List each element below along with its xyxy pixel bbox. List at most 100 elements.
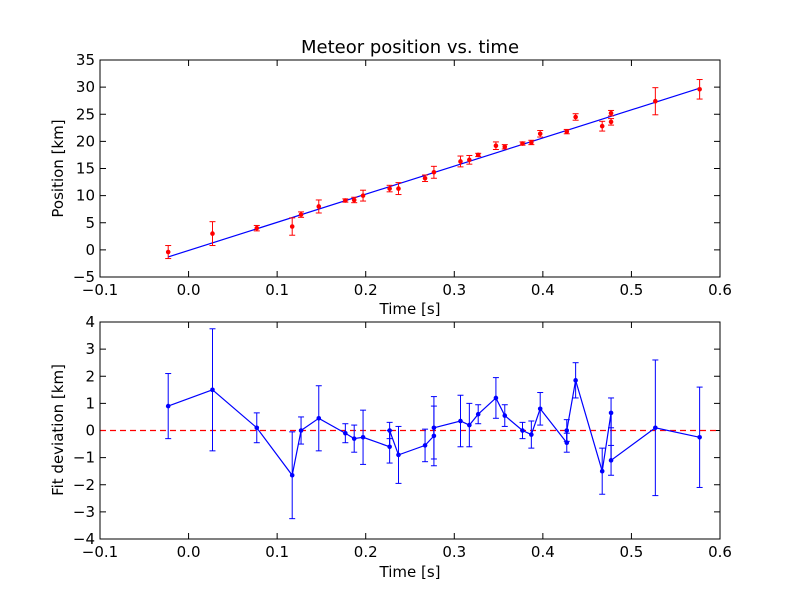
data-point (254, 225, 260, 231)
bottom-x-axis-label: Time [s] (379, 563, 441, 581)
data-point (475, 152, 481, 158)
data-point (608, 110, 614, 116)
data-point (210, 387, 215, 393)
data-point (467, 422, 472, 428)
top-chart-title: Meteor position vs. time (301, 37, 519, 58)
top-y-axis-label: Position [km] (49, 119, 67, 217)
data-point (343, 198, 348, 203)
y-tick-label: −3 (73, 503, 95, 521)
data-point (316, 415, 322, 421)
y-tick-label: −2 (73, 476, 95, 494)
data-point (537, 131, 543, 137)
x-tick-label: 0.4 (531, 281, 555, 299)
data-point (599, 123, 605, 129)
data-point (289, 224, 295, 229)
plot-frame (99, 321, 721, 540)
data-point (165, 249, 171, 255)
y-tick-label: −5 (73, 268, 95, 286)
y-tick-label: 15 (76, 160, 95, 178)
data-point (475, 411, 481, 417)
y-tick-label: 5 (85, 214, 95, 232)
bottom-plot-area: −0.1 0.0 0.1 0.2 0.3 0.4 0.5 0.6 −4 −3 −2 −1 0 1 2 3 4 (73, 313, 732, 561)
data-point (431, 169, 437, 175)
y-tick-label: 25 (76, 105, 95, 123)
x-tick-label: 0.2 (354, 281, 378, 299)
x-tick-label: 0.5 (619, 543, 643, 561)
y-tick-label: 20 (76, 132, 95, 150)
x-tick-label: 0.3 (442, 543, 466, 561)
data-point (431, 425, 437, 431)
data-point (387, 428, 392, 433)
x-tick-label: 0.6 (708, 281, 732, 299)
data-point (608, 119, 614, 125)
data-point (289, 472, 295, 478)
x-tick-label: 0.0 (177, 281, 201, 299)
x-tick-label: 0.1 (265, 281, 289, 299)
data-point (422, 175, 428, 181)
data-point (608, 410, 614, 416)
data-point (529, 432, 534, 437)
y-tick-label: 0 (85, 422, 95, 440)
data-point (502, 144, 508, 150)
x-tick-label: −0.1 (82, 281, 118, 299)
data-point (573, 114, 578, 120)
top-plot-area: −0.1 0.0 0.1 0.2 0.3 0.4 0.5 0.6 −5 0 5 10 15 20 25 30 3… (73, 51, 732, 299)
y-tick-label: 1 (85, 394, 95, 412)
data-point (351, 197, 357, 203)
data-point (573, 378, 578, 383)
data-point (210, 231, 215, 236)
x-tick-label: −0.1 (82, 543, 118, 561)
data-point (396, 186, 401, 191)
data-point (608, 458, 614, 463)
data-point (653, 425, 658, 431)
data-point (165, 403, 171, 409)
y-tick-label: 4 (85, 313, 95, 331)
y-tick-label: 10 (76, 187, 95, 205)
data-point (697, 434, 702, 440)
top-x-axis-label: Time [s] (379, 300, 441, 318)
data-point (493, 143, 499, 149)
y-tick-label: 3 (85, 340, 95, 358)
data-point (422, 443, 428, 448)
data-point (387, 444, 392, 450)
data-point (564, 428, 570, 433)
y-tick-label: 30 (76, 78, 95, 96)
data-point (529, 140, 534, 145)
data-point (520, 141, 525, 146)
data-point (502, 413, 508, 418)
data-point (599, 468, 605, 474)
y-tick-label: −4 (73, 530, 95, 548)
plot-frame (99, 59, 721, 278)
data-point (697, 86, 702, 92)
x-tick-label: 0.4 (531, 543, 555, 561)
data-point (493, 395, 499, 401)
data-point (396, 452, 401, 458)
data-point (343, 430, 348, 436)
data-point (351, 436, 357, 441)
data-point (653, 98, 658, 104)
data-point (520, 428, 525, 433)
data-point (467, 157, 472, 163)
bottom-y-axis-label: Fit deviation [km] (49, 364, 67, 496)
data-point (537, 406, 543, 412)
data-point (387, 186, 392, 191)
x-tick-label: 0.0 (177, 543, 201, 561)
y-tick-label: 2 (85, 367, 95, 385)
data-point (360, 193, 366, 198)
data-point (298, 428, 304, 433)
y-tick-label: 35 (76, 51, 95, 69)
x-tick-label: 0.6 (708, 543, 732, 561)
data-point (298, 212, 304, 217)
data-point (564, 129, 570, 134)
data-point (254, 425, 260, 431)
y-tick-label: 0 (85, 241, 95, 259)
y-tick-label: −1 (73, 449, 95, 467)
data-point (360, 434, 366, 440)
data-point (458, 159, 463, 164)
data-point (458, 418, 463, 424)
x-tick-label: 0.2 (354, 543, 378, 561)
x-tick-label: 0.5 (619, 281, 643, 299)
x-tick-label: 0.3 (442, 281, 466, 299)
